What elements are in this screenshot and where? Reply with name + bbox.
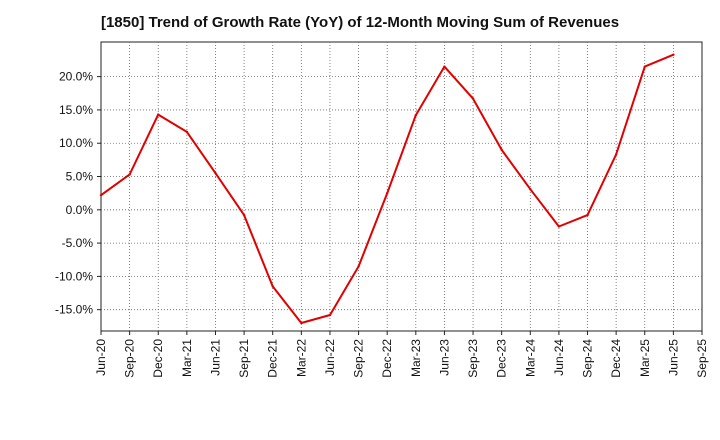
y-tick-label: -5.0% — [62, 236, 94, 250]
x-tick-label: Dec-24 — [609, 339, 623, 378]
data-point — [414, 114, 418, 117]
data-point — [443, 65, 446, 68]
data-point — [385, 191, 389, 195]
x-tick-label: Jun-22 — [323, 339, 337, 376]
y-tick-label: -10.0% — [55, 269, 93, 283]
x-tick-label: Dec-20 — [151, 339, 165, 378]
x-tick-label: Sep-25 — [695, 339, 709, 378]
data-point — [557, 225, 561, 228]
data-point — [328, 313, 332, 317]
y-tick-label: 5.0% — [66, 170, 94, 184]
data-point — [185, 130, 189, 134]
x-tick-label: Jun-21 — [208, 339, 222, 376]
x-tick-label: Mar-25 — [638, 339, 652, 377]
plot-area — [100, 41, 703, 332]
x-tick-label: Sep-24 — [581, 339, 595, 378]
data-point — [214, 171, 217, 175]
y-tick-label: 10.0% — [59, 136, 93, 150]
x-tick-label: Dec-23 — [495, 339, 509, 378]
x-tick-label: Mar-22 — [294, 339, 308, 377]
x-tick-label: Jun-23 — [437, 339, 451, 376]
x-tick-label: Jun-20 — [94, 339, 108, 376]
data-point — [242, 213, 246, 217]
x-tick-label: Dec-21 — [266, 339, 280, 378]
data-point — [99, 193, 103, 197]
y-tick-label: 0.0% — [66, 203, 94, 217]
data-point — [614, 153, 618, 156]
data-point — [471, 97, 475, 100]
data-point — [529, 187, 532, 191]
x-tick-label: Mar-24 — [523, 339, 537, 377]
data-point — [300, 321, 303, 325]
data-point — [271, 285, 274, 288]
data-point — [643, 65, 646, 68]
data-point — [672, 53, 675, 56]
data-point — [157, 113, 160, 116]
x-tick-label: Mar-21 — [180, 339, 194, 377]
x-tick-label: Mar-23 — [409, 339, 423, 377]
x-tick-label: Sep-21 — [237, 339, 251, 378]
data-point — [357, 265, 360, 268]
data-point — [500, 148, 503, 152]
y-tick-label: -15.0% — [55, 303, 93, 317]
y-tick-label: 15.0% — [59, 103, 93, 117]
y-tick-label: 20.0% — [59, 70, 93, 84]
x-tick-label: Jun-25 — [666, 339, 680, 376]
data-point — [586, 213, 589, 217]
x-tick-label: Sep-22 — [352, 339, 366, 378]
x-tick-label: Jun-24 — [552, 339, 566, 376]
x-tick-label: Sep-23 — [466, 339, 480, 378]
x-tick-label: Sep-20 — [123, 339, 137, 378]
chart-title: [1850] Trend of Growth Rate (YoY) of 12-… — [100, 14, 620, 31]
x-tick-label: Dec-22 — [380, 339, 394, 378]
data-point — [128, 173, 131, 176]
